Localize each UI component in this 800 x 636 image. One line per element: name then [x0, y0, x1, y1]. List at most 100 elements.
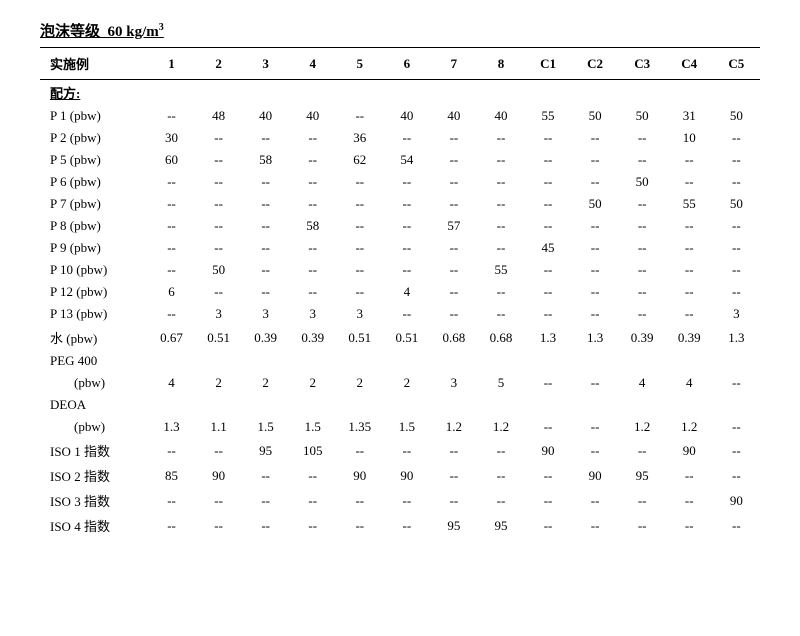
cell: 57: [430, 215, 477, 237]
row-label: ISO 4 指数: [40, 513, 148, 538]
cell: [195, 394, 242, 416]
cell: --: [525, 416, 572, 438]
cell: 1.3: [713, 325, 760, 350]
cell: 1.5: [242, 416, 289, 438]
cell: 5: [477, 372, 524, 394]
col-header: 3: [242, 48, 289, 80]
cell: --: [477, 237, 524, 259]
cell: 90: [336, 463, 383, 488]
cell: [336, 394, 383, 416]
cell: --: [713, 259, 760, 281]
col-header: 5: [336, 48, 383, 80]
row-label: P 8 (pbw): [40, 215, 148, 237]
table-row: ISO 2 指数8590----9090------9095----: [40, 463, 760, 488]
cell: 31: [666, 105, 713, 127]
col-header: C1: [525, 48, 572, 80]
cell: --: [195, 127, 242, 149]
cell: --: [383, 215, 430, 237]
cell: 95: [619, 463, 666, 488]
cell: --: [666, 303, 713, 325]
cell: 62: [336, 149, 383, 171]
cell: --: [713, 127, 760, 149]
cell: --: [289, 513, 336, 538]
cell: --: [383, 193, 430, 215]
header-row: 实施例 1 2 3 4 5 6 7 8 C1 C2 C3 C4 C5: [40, 48, 760, 80]
cell: 40: [383, 105, 430, 127]
cell: [477, 350, 524, 372]
cell: --: [148, 193, 195, 215]
table-row: P 7 (pbw)------------------50--5550: [40, 193, 760, 215]
cell: --: [572, 281, 619, 303]
cell: --: [336, 259, 383, 281]
cell: --: [242, 215, 289, 237]
title-sup: 3: [159, 22, 164, 33]
cell: --: [148, 105, 195, 127]
cell: 105: [289, 438, 336, 463]
cell: --: [713, 416, 760, 438]
table-row: (pbw)1.31.11.51.51.351.51.21.2----1.21.2…: [40, 416, 760, 438]
table-row: P 10 (pbw)--50----------55----------: [40, 259, 760, 281]
cell: --: [430, 259, 477, 281]
cell: --: [713, 281, 760, 303]
cell: --: [572, 513, 619, 538]
row-label: P 10 (pbw): [40, 259, 148, 281]
cell: [713, 350, 760, 372]
cell: 40: [242, 105, 289, 127]
cell: 30: [148, 127, 195, 149]
cell: --: [148, 488, 195, 513]
cell: 1.2: [619, 416, 666, 438]
cell: --: [242, 237, 289, 259]
cell: --: [242, 193, 289, 215]
cell: --: [383, 259, 430, 281]
cell: --: [195, 488, 242, 513]
section-label: 配方:: [40, 80, 760, 106]
row-label: P 12 (pbw): [40, 281, 148, 303]
cell: 55: [525, 105, 572, 127]
cell: --: [477, 171, 524, 193]
col-header: C4: [666, 48, 713, 80]
cell: 6: [148, 281, 195, 303]
cell: --: [195, 193, 242, 215]
cell: 10: [666, 127, 713, 149]
col-header: 8: [477, 48, 524, 80]
cell: --: [383, 303, 430, 325]
cell: 1.35: [336, 416, 383, 438]
cell: --: [572, 372, 619, 394]
cell: 90: [666, 438, 713, 463]
cell: 4: [666, 372, 713, 394]
cell: [383, 394, 430, 416]
table-body: 配方: P 1 (pbw)--484040--4040405550503150P…: [40, 80, 760, 539]
cell: --: [430, 127, 477, 149]
cell: 50: [713, 105, 760, 127]
cell: --: [713, 513, 760, 538]
table-row: P 6 (pbw)--------------------50----: [40, 171, 760, 193]
cell: 1.2: [666, 416, 713, 438]
cell: 40: [289, 105, 336, 127]
cell: --: [289, 127, 336, 149]
row-label: P 13 (pbw): [40, 303, 148, 325]
cell: [383, 350, 430, 372]
table-row: P 12 (pbw)6--------4--------------: [40, 281, 760, 303]
cell: --: [242, 171, 289, 193]
cell: --: [666, 259, 713, 281]
cell: --: [477, 149, 524, 171]
cell: --: [525, 127, 572, 149]
cell: [242, 394, 289, 416]
cell: 50: [195, 259, 242, 281]
cell: --: [713, 149, 760, 171]
cell: 95: [477, 513, 524, 538]
table-title: 泡沫等级 60 kg/m3: [40, 20, 760, 41]
cell: --: [619, 127, 666, 149]
cell: --: [572, 488, 619, 513]
cell: --: [195, 237, 242, 259]
cell: --: [619, 488, 666, 513]
col-header: 6: [383, 48, 430, 80]
cell: --: [195, 281, 242, 303]
cell: --: [525, 193, 572, 215]
cell: --: [619, 149, 666, 171]
cell: --: [289, 171, 336, 193]
cell: --: [619, 303, 666, 325]
cell: [242, 350, 289, 372]
cell: --: [666, 281, 713, 303]
title-prefix: 泡沫等级: [40, 24, 100, 40]
